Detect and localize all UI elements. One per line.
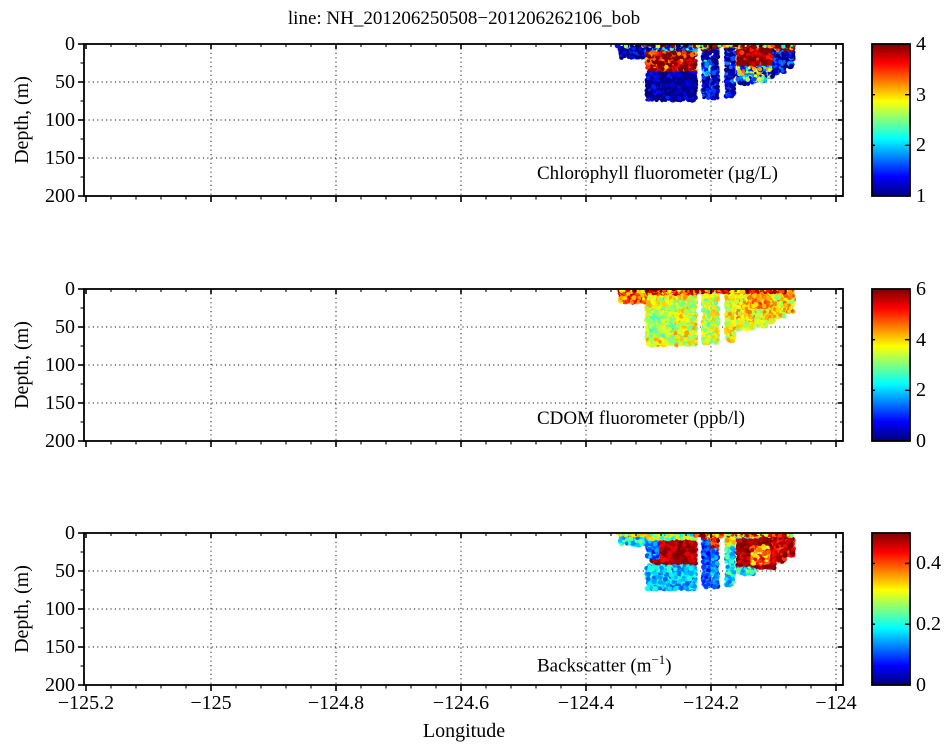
colorbar-tick-label: 4 — [916, 33, 926, 55]
colorbar-tick-label: 2 — [916, 379, 926, 402]
colorbar-tick-label: 0.4 — [916, 552, 941, 575]
x-tick-label: −124.2 — [682, 692, 740, 714]
y-tick-label: 50 — [55, 560, 75, 582]
y-tick-label: 150 — [45, 636, 75, 658]
caption-text: ) — [665, 655, 672, 677]
y-tick-label: 100 — [45, 598, 75, 620]
y-axis-label-backscatter: Depth, (m) — [11, 565, 33, 653]
y-tick-label: 200 — [45, 674, 75, 696]
y-tick-label: 200 — [45, 430, 75, 452]
y-tick-label: 50 — [55, 71, 75, 93]
y-tick-label: 0 — [65, 278, 75, 300]
caption-text: Chlorophyll fluorometer (µg/L) — [537, 163, 779, 184]
x-tick-label: −125 — [190, 692, 232, 714]
colorbar-backscatter — [864, 525, 918, 693]
colorbar-cdom — [864, 281, 918, 449]
panel-caption-backscatter: Backscatter (m−1) — [537, 652, 672, 677]
y-axis-label-chlorophyll: Depth, (m) — [11, 76, 33, 164]
y-tick-label: 150 — [45, 147, 75, 169]
panel-caption-chlorophyll: Chlorophyll fluorometer (µg/L) — [537, 163, 778, 185]
figure-title: line: NH_201206250508−201206262106_bob — [287, 8, 641, 29]
y-tick-label: 150 — [45, 392, 75, 414]
y-axis-label-cdom: Depth, (m) — [11, 321, 33, 409]
y-tick-label: 200 — [45, 185, 75, 207]
x-tick-label: −124.6 — [432, 692, 490, 714]
x-tick-label: −125.2 — [57, 692, 115, 714]
caption-text: Backscatter (m — [537, 655, 652, 677]
colorbar-tick-label: 0.2 — [916, 613, 941, 636]
colorbar-tick-label: 3 — [916, 83, 926, 106]
x-tick-label: −124.8 — [307, 692, 365, 714]
colorbar-tick-label: 2 — [916, 134, 926, 157]
x-axis-label: Longitude — [422, 720, 506, 742]
y-tick-label: 0 — [65, 33, 75, 55]
y-tick-label: 50 — [55, 316, 75, 338]
y-tick-label: 100 — [45, 109, 75, 131]
panel-caption-cdom: CDOM fluorometer (ppb/l) — [537, 408, 745, 430]
colorbar-tick-label: 0 — [916, 430, 926, 452]
caption-text: CDOM fluorometer (ppb/l) — [537, 408, 745, 429]
x-tick-label: −124 — [815, 692, 857, 714]
colorbar-tick-label: 4 — [916, 328, 926, 351]
plot-area-chlorophyll — [70, 30, 857, 210]
colorbar-chlorophyll — [864, 36, 918, 204]
y-tick-label: 0 — [65, 522, 75, 544]
plot-area-cdom — [70, 275, 857, 455]
caption-text: −1 — [651, 652, 666, 667]
colorbar-tick-label: 1 — [916, 185, 926, 207]
x-tick-label: −124.4 — [557, 692, 615, 714]
colorbar-tick-label: 0 — [916, 674, 926, 696]
plot-area-backscatter — [70, 519, 857, 699]
y-tick-label: 100 — [45, 354, 75, 376]
colorbar-tick-label: 6 — [916, 278, 926, 300]
